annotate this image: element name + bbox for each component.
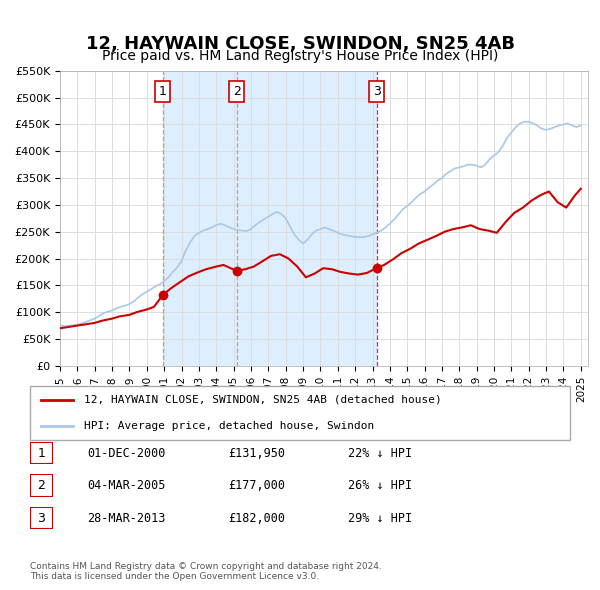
Text: £177,000: £177,000: [228, 479, 285, 492]
FancyBboxPatch shape: [30, 386, 570, 440]
Text: 2: 2: [233, 85, 241, 98]
Text: Contains HM Land Registry data © Crown copyright and database right 2024.
This d: Contains HM Land Registry data © Crown c…: [30, 562, 382, 581]
Text: 1: 1: [37, 447, 46, 460]
Text: 01-DEC-2000: 01-DEC-2000: [87, 447, 166, 460]
FancyBboxPatch shape: [30, 442, 53, 464]
Text: £182,000: £182,000: [228, 512, 285, 525]
Text: 29% ↓ HPI: 29% ↓ HPI: [348, 512, 412, 525]
Text: 04-MAR-2005: 04-MAR-2005: [87, 479, 166, 492]
Text: 22% ↓ HPI: 22% ↓ HPI: [348, 447, 412, 460]
Bar: [163, 71, 377, 366]
Text: 1: 1: [159, 85, 167, 98]
Text: 26% ↓ HPI: 26% ↓ HPI: [348, 479, 412, 492]
Text: HPI: Average price, detached house, Swindon: HPI: Average price, detached house, Swin…: [84, 421, 374, 431]
Text: 12, HAYWAIN CLOSE, SWINDON, SN25 4AB: 12, HAYWAIN CLOSE, SWINDON, SN25 4AB: [86, 35, 515, 53]
Text: Price paid vs. HM Land Registry's House Price Index (HPI): Price paid vs. HM Land Registry's House …: [102, 49, 498, 63]
Text: 2: 2: [37, 479, 46, 492]
Text: 28-MAR-2013: 28-MAR-2013: [87, 512, 166, 525]
Text: 3: 3: [373, 85, 380, 98]
FancyBboxPatch shape: [30, 474, 53, 497]
Text: £131,950: £131,950: [228, 447, 285, 460]
Text: 12, HAYWAIN CLOSE, SWINDON, SN25 4AB (detached house): 12, HAYWAIN CLOSE, SWINDON, SN25 4AB (de…: [84, 395, 442, 405]
FancyBboxPatch shape: [30, 507, 53, 529]
Text: 3: 3: [37, 512, 46, 525]
